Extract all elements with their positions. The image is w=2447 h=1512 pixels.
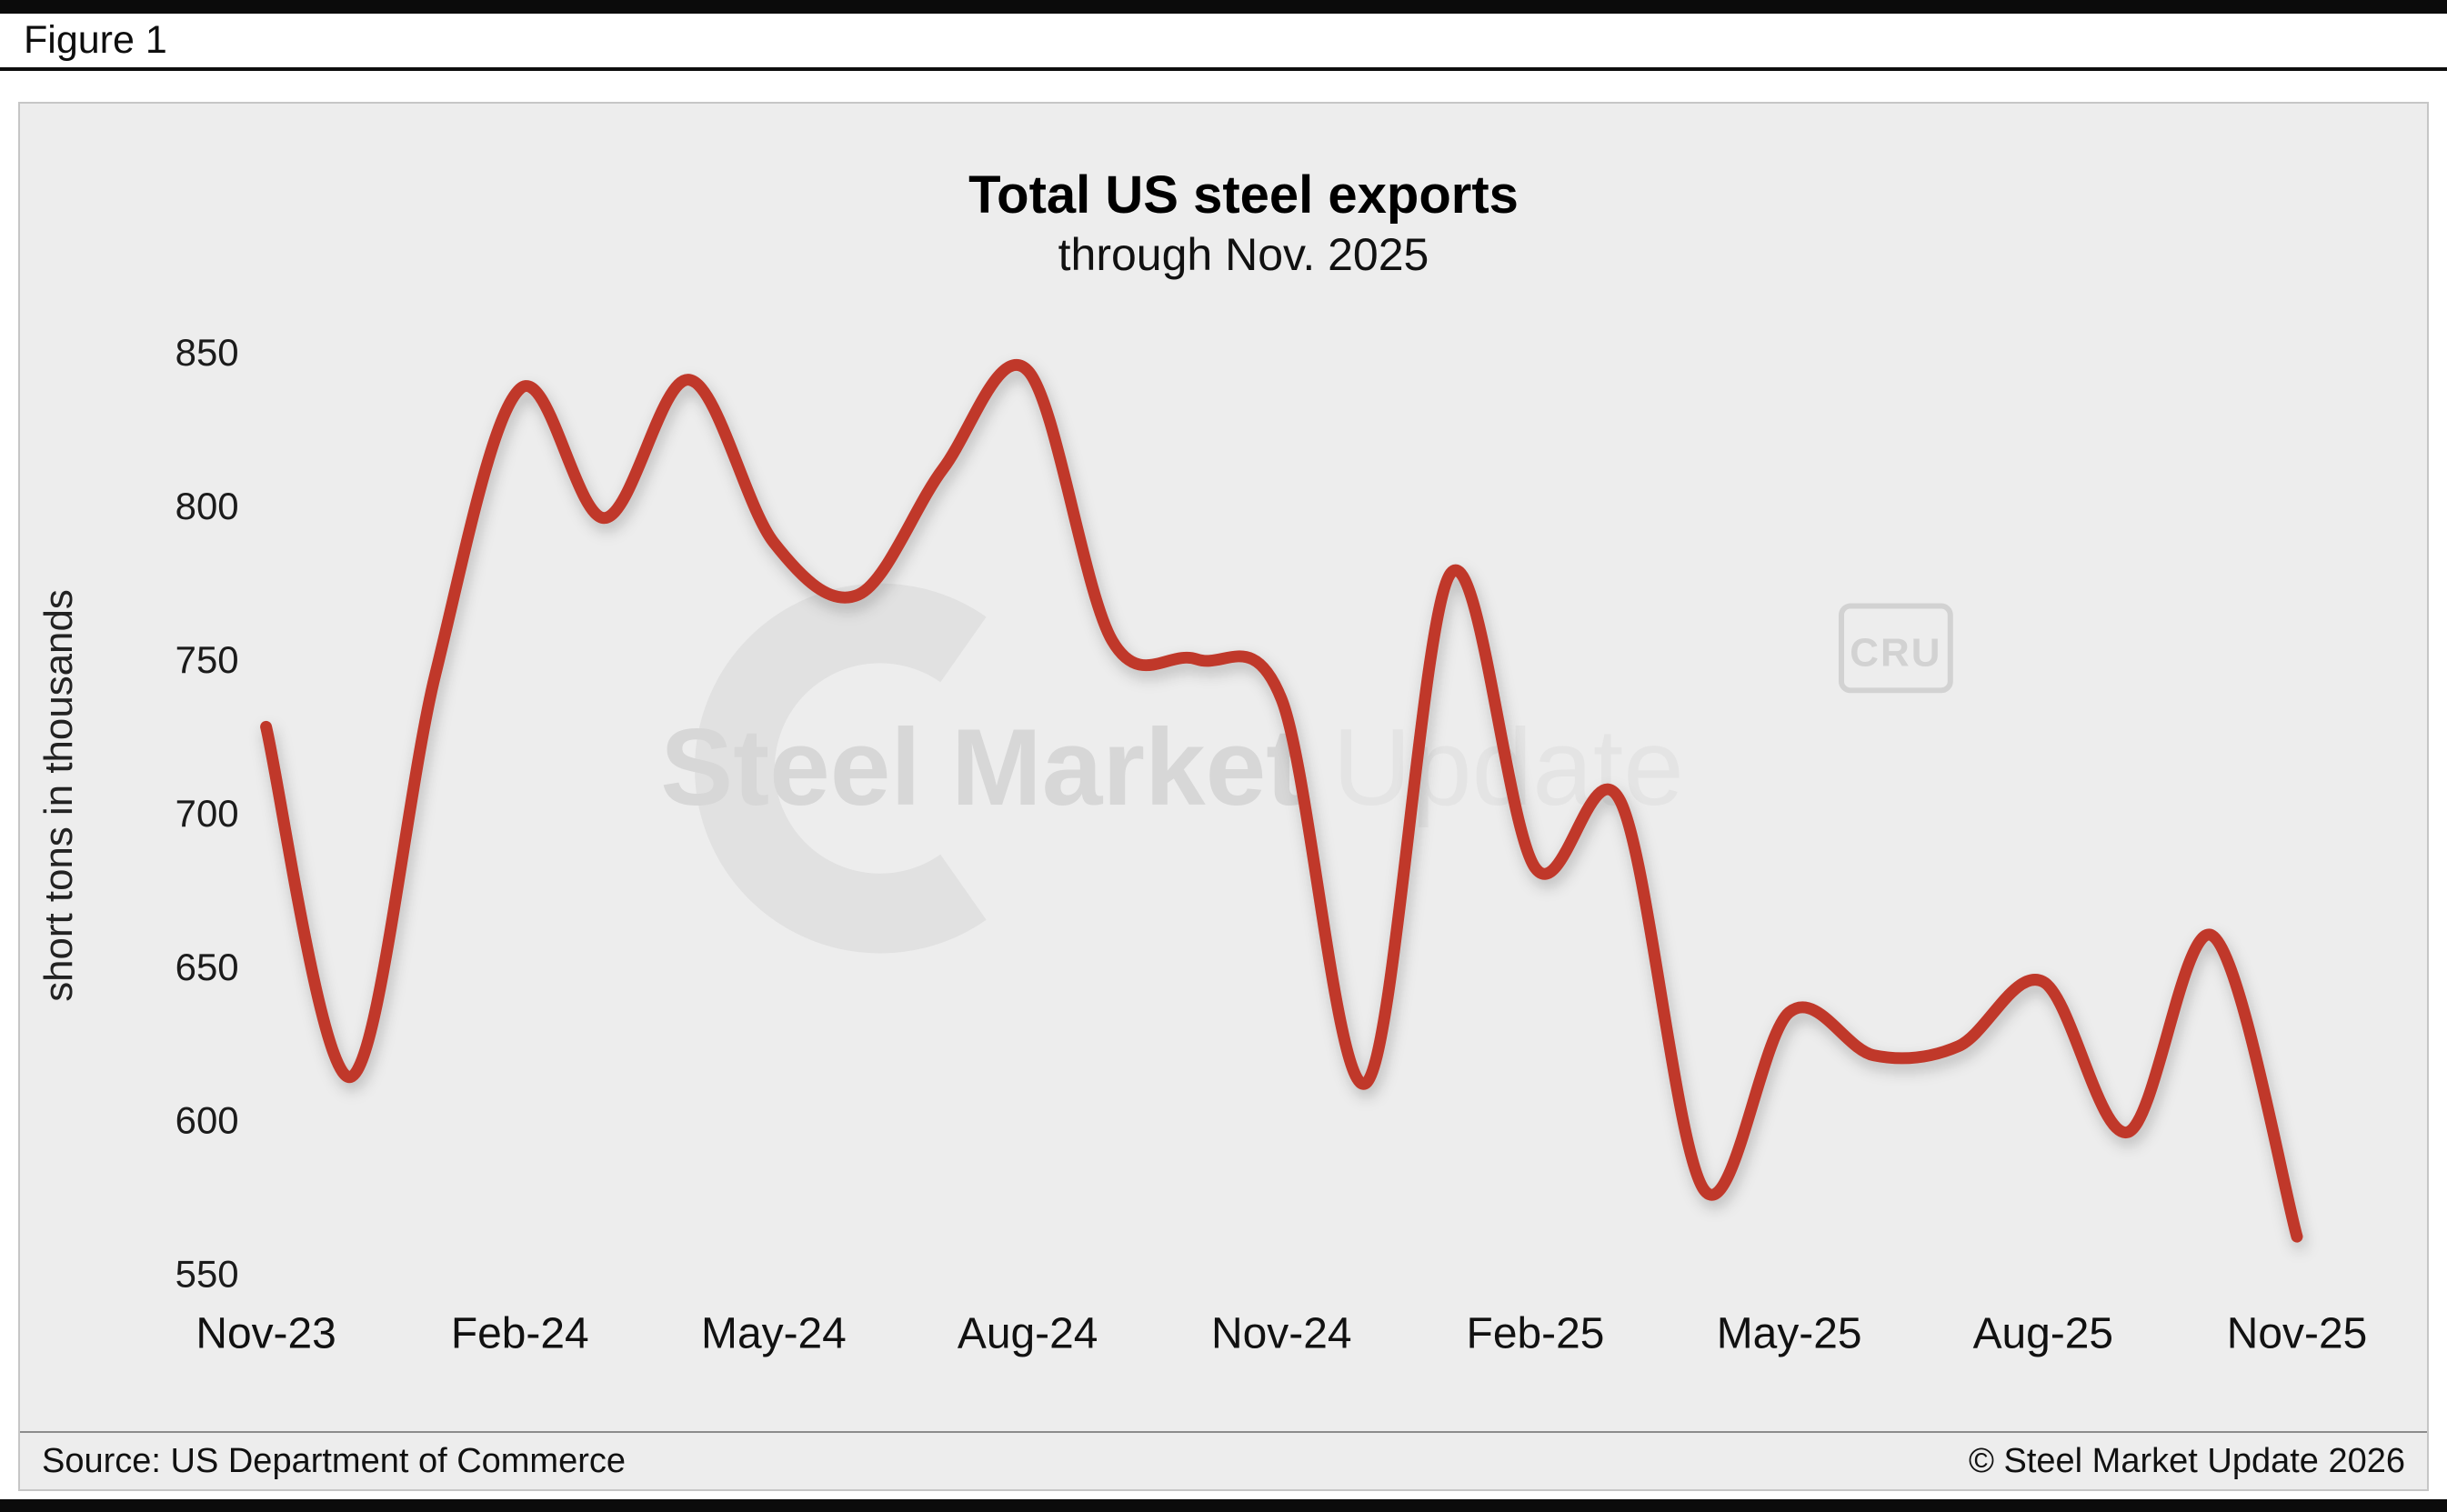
y-tick-label: 650 [176,946,239,988]
cru-badge [1838,603,1953,694]
top-border-bar [0,0,2447,14]
y-tick-label: 550 [176,1253,239,1296]
x-tick-label: Aug-25 [1973,1309,2114,1357]
y-tick-label: 800 [176,485,239,527]
x-tick-label: Aug-24 [958,1309,1098,1357]
x-tick-label: Nov-23 [196,1309,336,1357]
x-tick-label: May-25 [1717,1309,1862,1357]
watermark-brand-text: Steel Market Update [660,707,1684,828]
x-tick-label: Feb-24 [451,1309,589,1357]
x-tick-label: May-24 [701,1309,847,1357]
y-tick-label: 700 [176,792,239,835]
chart-footer: Source: US Department of Commerce © Stee… [20,1431,2427,1489]
x-tick-label: Feb-25 [1467,1309,1605,1357]
line-chart: Steel Market Update CRU 850 800 750 700 650 600… [36,331,2367,1357]
chart-panel: Total US steel exports through Nov. 2025… [18,102,2429,1491]
y-tick-label: 850 [176,331,239,374]
chart-title: Total US steel exports [968,165,1519,225]
watermark: Steel Market Update CRU [660,583,1953,954]
figure-header: Figure 1 [0,14,2447,71]
steel-exports-line [260,359,2303,1243]
chart-titles: Total US steel exports through Nov. 2025 [60,164,2427,282]
figure-label: Figure 1 [24,18,167,62]
y-tick-label: 600 [176,1099,239,1142]
cru-badge-label: CRU [1850,630,1941,675]
copyright-note: © Steel Market Update 2026 [1968,1441,2405,1480]
bottom-border-bar [0,1499,2447,1512]
x-tick-label: Nov-25 [2227,1309,2367,1357]
y-tick-label: 750 [176,638,239,681]
y-axis-title: short tons in thousands [36,589,81,1002]
watermark-swoosh-icon [695,583,987,954]
chart-subtitle: through Nov. 2025 [1058,229,1429,280]
source-note: Source: US Department of Commerce [42,1441,627,1480]
x-tick-label: Nov-24 [1211,1309,1351,1357]
